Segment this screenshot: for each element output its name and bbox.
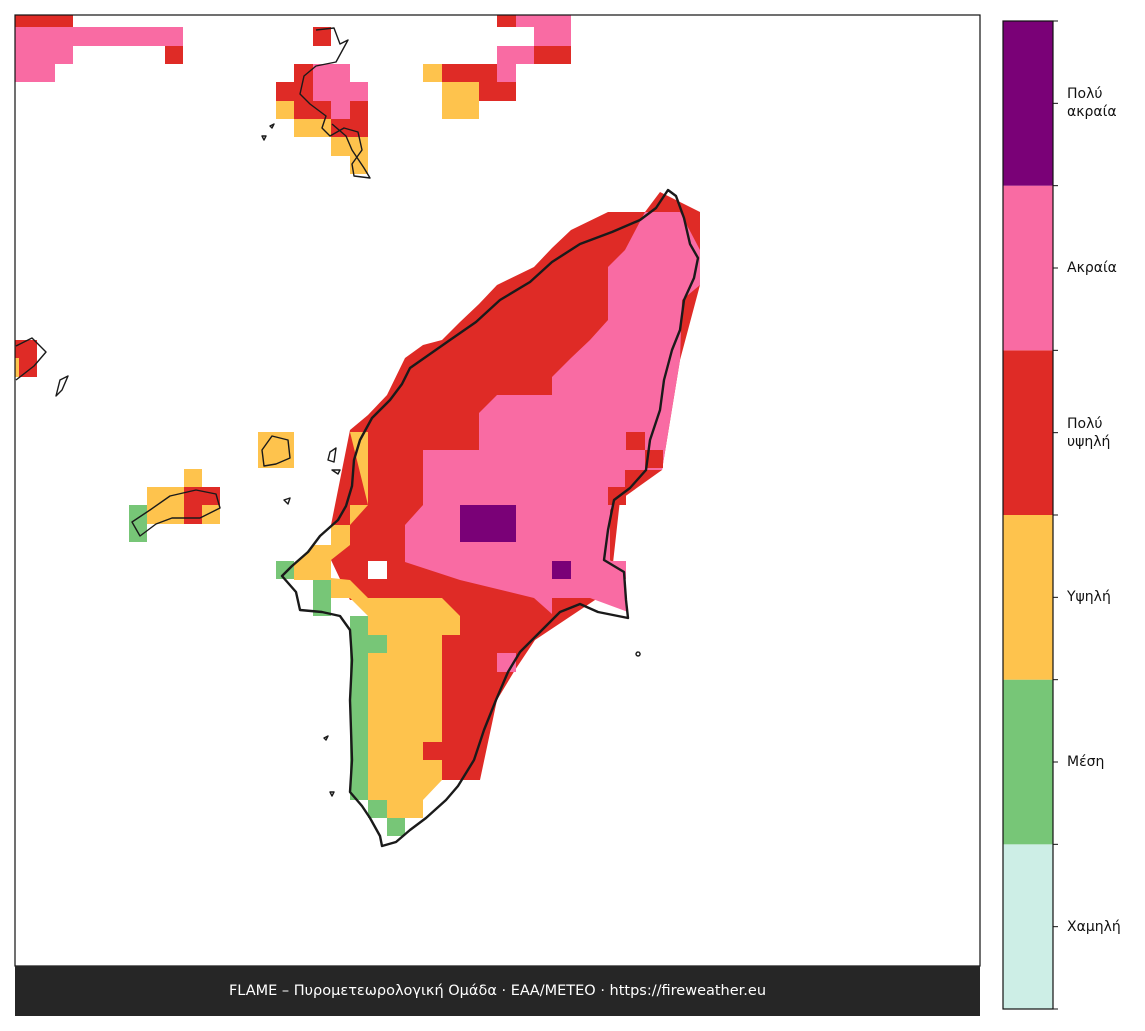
map-cell: [552, 561, 571, 579]
map-cell: [331, 137, 368, 156]
colorbar-frame: [1002, 20, 1054, 1010]
map-cell: [645, 450, 663, 468]
map-cell: [313, 82, 368, 101]
footer: FLAME – Πυρομετεωρολογική Ομάδα · ΕΑΑ/ME…: [15, 966, 980, 1016]
map-cell: [294, 64, 313, 82]
map-cell: [516, 15, 571, 27]
legend-label: Μέση: [1067, 754, 1105, 770]
map-cell: [276, 101, 294, 119]
rhodes-coast: [280, 188, 700, 848]
map-cell: [442, 760, 460, 780]
map-cell: [184, 469, 202, 487]
map-cell: [165, 46, 183, 64]
map-cell: [423, 742, 442, 760]
danger-cells: [15, 15, 700, 836]
map-cell: [534, 46, 571, 64]
map-cell: [15, 46, 73, 64]
map-cell: [184, 487, 220, 505]
map-cell: [368, 561, 387, 579]
legend-label: Ακραία: [1067, 260, 1117, 276]
map-cell: [350, 101, 368, 119]
colorbar-segment: [1003, 844, 1053, 1009]
map-cell: [129, 505, 147, 542]
map-cell: [184, 505, 202, 524]
map-cell: [423, 64, 442, 82]
map-cell: [294, 432, 460, 818]
map-cell: [442, 64, 497, 82]
map-cell: [534, 27, 571, 46]
colorbar-segment: [1003, 21, 1053, 186]
small-islets: [261, 123, 641, 797]
colorbar-segment: [1003, 679, 1053, 845]
map-cell: [368, 635, 387, 653]
map-cell: [331, 101, 350, 119]
map-cell: [294, 101, 331, 119]
legend-label: Χαμηλή: [1067, 918, 1121, 935]
map-cell: [442, 82, 479, 119]
map-cell: [15, 358, 19, 377]
map-cell: [460, 505, 516, 542]
map-cell: [387, 818, 405, 836]
legend-label: Πολύ υψηλή: [1067, 415, 1111, 450]
map-cell: [276, 561, 294, 579]
map-cell: [15, 27, 183, 46]
map-cell: [15, 15, 73, 27]
legend-label: Πολύ ακραία: [1067, 86, 1117, 121]
map-cell: [15, 64, 55, 82]
map-cell: [313, 580, 331, 616]
map-cell: [497, 15, 516, 27]
map-cell: [313, 64, 350, 82]
colorbar: [1003, 20, 1058, 1010]
symi-coast: [299, 27, 371, 179]
map-cell: [313, 27, 331, 46]
islet-coast: [15, 337, 291, 537]
map-cell: [294, 119, 331, 137]
map-cell: [368, 800, 387, 818]
colorbar-segment: [1003, 350, 1053, 515]
map-cell: [497, 46, 534, 64]
map-cell: [608, 487, 626, 505]
colorbar-segment: [1003, 515, 1053, 680]
map-cell: [350, 616, 368, 800]
map-cell: [479, 82, 516, 101]
map-cell: [276, 82, 313, 101]
legend-label: Υψηλή: [1067, 589, 1111, 606]
map-cell: [497, 64, 516, 82]
map-cell: [626, 432, 645, 450]
coastline: [15, 27, 700, 848]
colorbar-segment: [1003, 185, 1053, 351]
